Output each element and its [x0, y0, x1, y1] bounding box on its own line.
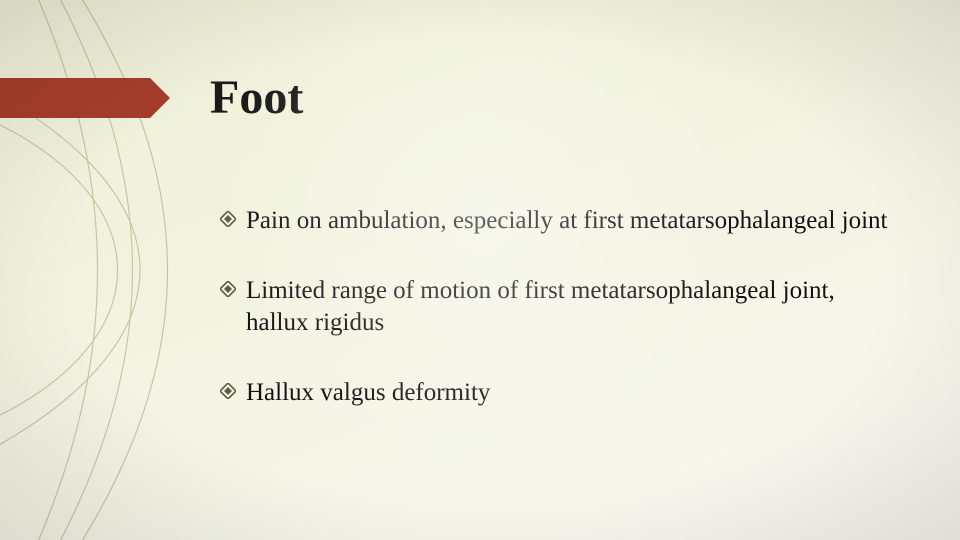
list-item-text: Limited range of motion of first metatar…	[246, 275, 900, 339]
diamond-bullet-icon	[220, 383, 236, 399]
slide-body: Pain on ambulation, especially at first …	[220, 205, 900, 447]
diamond-bullet-icon	[220, 211, 236, 227]
list-item: Limited range of motion of first metatar…	[220, 275, 900, 339]
slide-title: Foot	[210, 70, 303, 125]
list-item-text: Pain on ambulation, especially at first …	[246, 205, 900, 237]
diamond-bullet-icon	[220, 281, 236, 297]
list-item: Hallux valgus deformity	[220, 377, 900, 409]
slide: Foot Pain on ambulation, especially at f…	[0, 0, 960, 540]
title-accent-bar	[0, 78, 170, 118]
list-item-text: Hallux valgus deformity	[246, 377, 900, 409]
list-item: Pain on ambulation, especially at first …	[220, 205, 900, 237]
